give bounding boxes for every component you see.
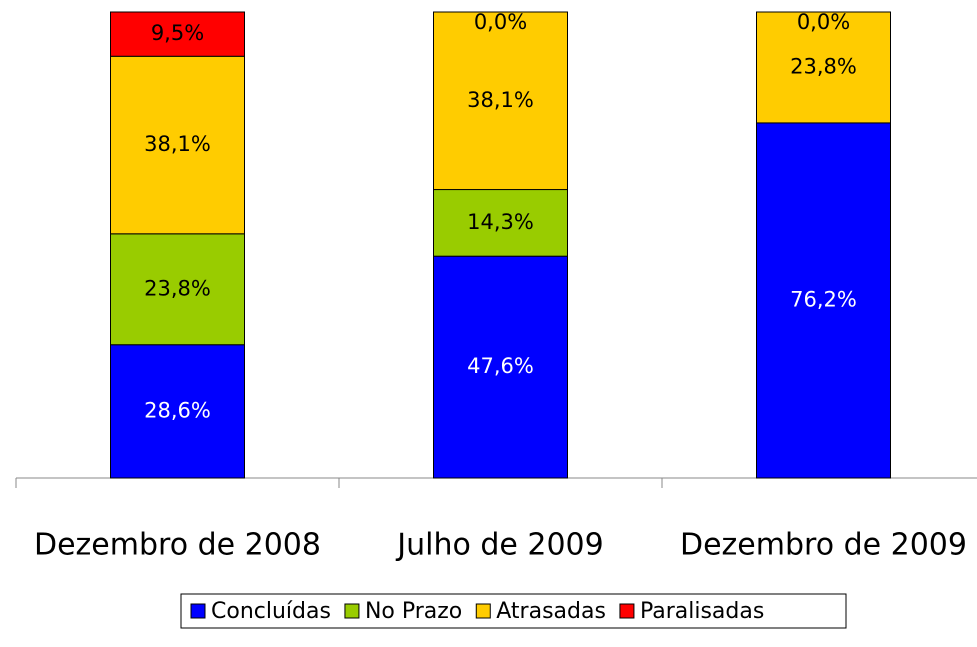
legend-swatch — [619, 603, 635, 619]
x-tick-label: Julho de 2009 — [395, 528, 603, 563]
legend-label: No Prazo — [365, 599, 462, 624]
data-label: 28,6% — [144, 398, 211, 422]
data-label: 14,3% — [467, 210, 534, 234]
data-label: 38,1% — [144, 132, 211, 156]
data-label: 38,1% — [467, 88, 534, 112]
legend-box — [180, 593, 847, 629]
bar-segment — [110, 233, 245, 346]
bar-segment — [433, 189, 568, 257]
bar-segment — [756, 11, 891, 124]
x-tick-label: Dezembro de 2009 — [680, 528, 967, 563]
legend-swatch — [475, 603, 491, 619]
data-label: 23,8% — [790, 54, 857, 78]
data-label: 0,0% — [474, 10, 527, 34]
data-label: 9,5% — [151, 21, 204, 45]
data-label: 76,2% — [790, 287, 857, 311]
data-label: 0,0% — [797, 10, 850, 34]
legend-swatch — [344, 603, 360, 619]
data-label: 23,8% — [144, 276, 211, 300]
bar-segment — [433, 255, 568, 479]
bar-segment — [110, 11, 245, 57]
x-tick-label: Dezembro de 2008 — [34, 528, 321, 563]
legend-label: Concluídas — [211, 599, 331, 624]
legend-label: Paralisadas — [640, 599, 764, 624]
bar-segment — [433, 11, 568, 191]
bar-segment — [110, 344, 245, 479]
bar-segment — [110, 55, 245, 235]
data-label: 47,6% — [467, 354, 534, 378]
bar-segment — [756, 122, 891, 479]
legend-swatch — [190, 603, 206, 619]
legend-label: Atrasadas — [496, 599, 606, 624]
